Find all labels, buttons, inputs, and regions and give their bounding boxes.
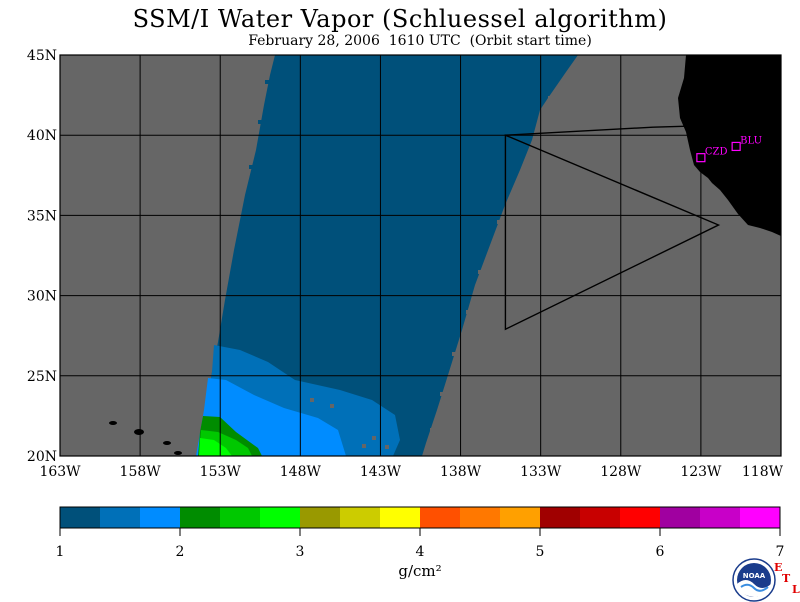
swath-edge-pixel — [310, 398, 314, 402]
station-marker — [731, 141, 741, 152]
lat-tick-label: 35N — [27, 208, 57, 224]
colorbar-segment — [660, 507, 700, 528]
swath-edge-pixel — [466, 310, 470, 314]
map-subtitle: February 28, 2006 1610 UTC (Orbit start … — [248, 33, 592, 49]
swath-main — [196, 55, 578, 456]
lat-tick-label: 30N — [27, 289, 57, 305]
noaa-logo: NOAA — [732, 558, 776, 602]
analysis-outline — [504, 134, 721, 331]
swath-edge-pixel — [497, 220, 501, 224]
etl-letter-l: L — [792, 583, 800, 596]
colorbar-segment — [300, 507, 340, 528]
lat-tick-label: 45N — [27, 48, 57, 64]
colorbar-segment — [180, 507, 220, 528]
map-title: SSM/I Water Vapor (Schluessel algorithm) — [132, 5, 668, 33]
station-label: CZD — [705, 147, 728, 158]
colorbar-segment — [340, 507, 380, 528]
colorbar-segment — [220, 507, 260, 528]
lon-tick-label: 148W — [280, 464, 322, 480]
swath-edge-pixel — [238, 230, 242, 234]
swath-edge-pixel — [385, 445, 389, 449]
swath-edge-pixel — [478, 270, 482, 274]
colorbar-segment — [740, 507, 780, 528]
colorbar-segment — [580, 507, 620, 528]
noaa-logo-text: NOAA — [743, 572, 766, 580]
lat-tick-label: 25N — [27, 369, 57, 385]
colorbar-segment — [500, 507, 540, 528]
colorbar-segment — [60, 507, 100, 528]
hawaii-island — [134, 429, 144, 435]
swath-edge-pixel — [249, 165, 253, 169]
station-label: BLU — [740, 135, 762, 146]
lon-tick-label: 128W — [600, 464, 642, 480]
analysis-outline-top — [505, 124, 709, 136]
lon-tick-label: 123W — [680, 464, 722, 480]
coastline-land — [678, 55, 781, 236]
swath-edge-pixel — [548, 96, 552, 100]
colorbar-segment — [260, 507, 300, 528]
colorbar-tick-label: 2 — [176, 544, 185, 560]
lat-tick-label: 40N — [27, 128, 57, 144]
swath-edge-pixel — [528, 150, 532, 154]
colorbar-units: g/cm² — [398, 562, 442, 580]
colorbar-segment — [460, 507, 500, 528]
colorbar-segment — [140, 507, 180, 528]
colorbar-tick-label: 5 — [536, 544, 545, 560]
map-grid — [60, 55, 781, 456]
green-bright — [199, 438, 232, 456]
map-frame — [59, 54, 782, 457]
colorbar-tick-label: 6 — [656, 544, 665, 560]
swath-edge-pixel — [516, 180, 520, 184]
lon-tick-label: 163W — [39, 464, 81, 480]
lon-tick-label: 138W — [440, 464, 482, 480]
lon-tick-label: 143W — [360, 464, 402, 480]
swath-edge-pixel — [538, 120, 542, 124]
station-marker — [696, 153, 706, 163]
swath-edge-pixel — [452, 352, 456, 356]
swath-edge-pixel — [258, 120, 262, 124]
axis-labels: 20N 25N 30N 35N 40N 45N 163W 158W 153W 148W 143W 13… — [27, 48, 784, 480]
lat-tick-label: 20N — [27, 449, 57, 465]
colorbar-tick-label: 4 — [416, 544, 425, 560]
hawaii-island — [163, 441, 171, 445]
etl-letter-e: E — [774, 561, 783, 574]
lon-tick-label: 118W — [742, 464, 784, 480]
swath-edge-pixel — [330, 404, 334, 408]
lon-tick-label: 133W — [520, 464, 562, 480]
swath-edge-pixel — [362, 444, 366, 448]
colorbar-segment — [700, 507, 740, 528]
colorbar-segment — [380, 507, 420, 528]
lon-tick-label: 153W — [200, 464, 242, 480]
colorbar-segment — [620, 507, 660, 528]
colorbar-tick-label: 1 — [56, 544, 65, 560]
colorbar-tick-label: 7 — [776, 544, 785, 560]
lon-tick-label: 158W — [120, 464, 162, 480]
colorbar-segment — [100, 507, 140, 528]
etl-letter-t: T — [782, 572, 791, 585]
swath-edge-pixel — [372, 436, 376, 440]
hawaii-island — [174, 451, 182, 455]
colorbar-segment — [420, 507, 460, 528]
hawaii-island — [109, 421, 117, 425]
swath-edge-pixel — [265, 80, 269, 84]
colorbar-segment — [540, 507, 580, 528]
swath-edge-pixel — [440, 392, 444, 396]
colorbar-tick-label: 3 — [296, 544, 305, 560]
swath-edge-pixel — [430, 428, 434, 432]
